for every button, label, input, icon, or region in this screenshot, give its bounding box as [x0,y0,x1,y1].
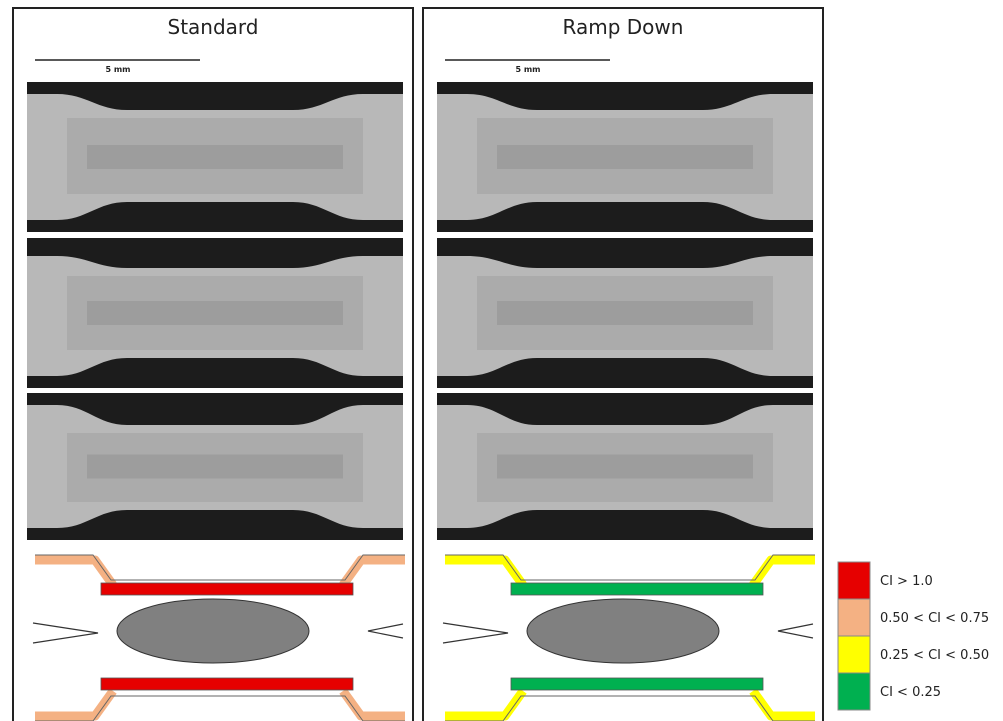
panel-title: Standard [168,15,259,39]
gauge-band [511,583,763,595]
scale-label: 5 mm [515,65,540,74]
gauge-band [101,583,353,595]
grip-band [35,691,113,716]
grip-band [35,560,113,585]
grip-band [343,560,405,585]
legend-swatch [838,673,870,710]
scale-label: 5 mm [105,65,130,74]
weld-center [497,455,753,479]
micrograph [437,238,813,388]
weld-center [87,455,343,479]
legend-swatch [838,599,870,636]
gauge-band [511,678,763,690]
weld-center [87,145,343,169]
notch [33,623,98,643]
grip-band [343,691,405,716]
schematic [443,555,815,721]
weld-center [87,301,343,325]
micrograph [437,82,813,232]
legend-label: CI < 0.25 [880,685,941,700]
notch [778,624,813,638]
grip-band [753,691,815,716]
legend-label: 0.50 < CI < 0.75 [880,611,989,626]
grip-band [753,560,815,585]
notch [443,623,508,643]
figure: Standard 5 mm Ramp Down 5 mm CI > 1.0 0.50 < … [0,0,1003,721]
porosity [527,599,719,663]
legend-swatch [838,562,870,599]
legend-swatch [838,636,870,673]
panel-title: Ramp Down [563,15,684,39]
legend-label: CI > 1.0 [880,574,933,589]
gauge-band [101,678,353,690]
weld-center [497,145,753,169]
micrograph [27,393,403,540]
micrograph [27,82,403,232]
micrograph [437,393,813,540]
notch [368,624,403,638]
schematic [33,555,405,721]
weld-center [497,301,753,325]
grip-band [445,560,523,585]
grip-band [445,691,523,716]
micrograph [27,238,403,388]
legend-label: 0.25 < CI < 0.50 [880,648,989,663]
porosity [117,599,309,663]
